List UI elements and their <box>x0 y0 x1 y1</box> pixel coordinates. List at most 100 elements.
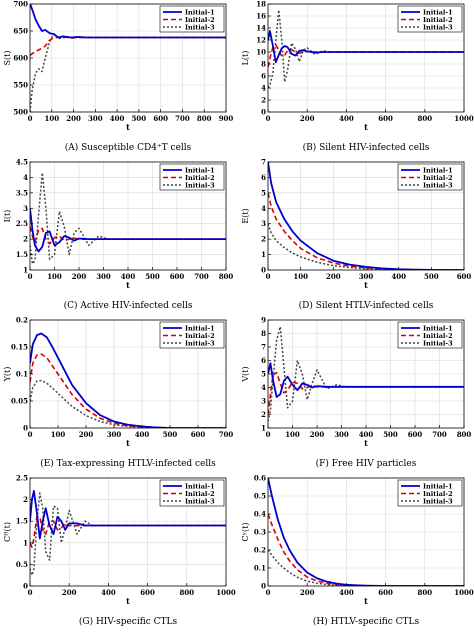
legend-box <box>159 479 225 507</box>
x-tick-label: 1000 <box>454 588 474 597</box>
y-tick-label: 0.6 <box>254 474 266 483</box>
x-axis-label: t <box>126 438 130 448</box>
y-tick-label: 0.1 <box>254 564 266 573</box>
y-tick-label: 9 <box>261 316 266 325</box>
x-axis-label: t <box>364 280 368 290</box>
x-tick-label: 800 <box>197 114 212 123</box>
legend-label-initial-3: Initial-3 <box>423 497 453 505</box>
x-tick-label: 500 <box>163 430 178 439</box>
legend-label-initial-1: Initial-1 <box>185 482 215 490</box>
legend-label-initial-1: Initial-1 <box>423 8 453 16</box>
y-tick-label: 2.5 <box>16 219 28 228</box>
legend-label-initial-1: Initial-1 <box>423 324 453 332</box>
x-tick-label: 0 <box>28 114 33 123</box>
y-tick-label: 6 <box>261 173 266 182</box>
legend-label-initial-1: Initial-1 <box>185 166 215 174</box>
x-tick-label: 200 <box>72 272 87 281</box>
y-axis-label: I(t) <box>3 210 12 223</box>
x-tick-label: 600 <box>378 588 393 597</box>
x-tick-label: 600 <box>140 588 155 597</box>
axes-frame <box>29 477 227 587</box>
y-tick-label: 650 <box>13 27 28 36</box>
x-tick-label: 700 <box>194 272 209 281</box>
x-axis-label: t <box>364 596 368 606</box>
y-tick-label: 12 <box>256 36 266 45</box>
legend-box <box>397 321 463 349</box>
y-tick-label: 1 <box>23 538 28 547</box>
series-line-initial-1 <box>30 4 226 39</box>
x-tick-label: 200 <box>79 430 94 439</box>
panel-caption: (H) HTLV-specific CTLs <box>313 616 420 627</box>
legend-box <box>159 5 225 33</box>
chart-panel-c: 0 100 200 300 400 500 600 700 800 1 1.5 2 2.5 3 3.5 4 4.… <box>3 158 233 312</box>
x-tick-label: 700 <box>175 114 190 123</box>
y-axis-label: Y(t) <box>3 367 12 383</box>
y-tick-label: 0.3 <box>254 528 266 537</box>
legend-label-initial-2: Initial-2 <box>423 16 453 24</box>
legend-label-initial-1: Initial-1 <box>423 482 453 490</box>
y-tick-label: 4 <box>261 204 266 213</box>
y-tick-label: 16 <box>256 12 266 21</box>
y-tick-label: 0.1 <box>16 370 28 379</box>
panel-caption: (G) HIV-specific CTLs <box>79 616 178 627</box>
x-tick-label: 400 <box>339 114 354 123</box>
x-tick-label: 500 <box>132 114 147 123</box>
x-tick-label: 500 <box>424 272 439 281</box>
series-line-initial-2 <box>30 353 226 428</box>
x-axis-label: t <box>364 438 368 448</box>
x-tick-label: 200 <box>300 114 315 123</box>
series-line-initial-1 <box>30 208 226 253</box>
chart-panel-d: 0 100 200 300 400 500 600 0 1 2 3 4 5 6 7 t E(t) Initial-… <box>241 158 471 312</box>
y-tick-label: 500 <box>13 108 28 117</box>
series-line-initial-1 <box>30 490 226 540</box>
y-tick-label: 4.5 <box>16 158 28 167</box>
x-tick-label: 0 <box>266 430 271 439</box>
series-line-initial-2 <box>268 43 464 68</box>
x-tick-label: 400 <box>101 588 116 597</box>
y-tick-label: 0.2 <box>254 546 266 555</box>
x-axis-label: t <box>126 122 130 132</box>
y-tick-label: 0.5 <box>254 492 266 501</box>
x-tick-label: 300 <box>107 430 122 439</box>
x-tick-label: 700 <box>432 430 447 439</box>
x-tick-label: 400 <box>359 430 374 439</box>
y-tick-label: 5 <box>261 188 266 197</box>
y-tick-label: 7 <box>261 158 266 167</box>
y-axis-label: V(t) <box>241 366 250 382</box>
y-tick-label: 0 <box>261 108 266 117</box>
x-tick-label: 200 <box>66 114 81 123</box>
x-axis-label: t <box>364 122 368 132</box>
series-line-initial-1 <box>268 478 464 586</box>
chart-panel-e: 0 100 200 300 400 500 600 700 0 0.05 0.1 0.15 0.2 t Y(… <box>3 316 233 470</box>
x-tick-label: 400 <box>339 588 354 597</box>
x-tick-label: 300 <box>359 272 374 281</box>
y-tick-label: 3 <box>261 219 266 228</box>
panel-caption: (A) Susceptible CD4⁺T cells <box>65 142 192 153</box>
x-tick-label: 200 <box>326 272 341 281</box>
x-tick-label: 0 <box>266 588 271 597</box>
series-line-initial-2 <box>268 513 464 586</box>
x-tick-label: 800 <box>417 588 432 597</box>
x-tick-label: 900 <box>219 114 234 123</box>
y-tick-label: 4 <box>261 84 266 93</box>
x-tick-label: 800 <box>179 588 194 597</box>
legend-label-initial-3: Initial-3 <box>423 181 453 189</box>
legend-box <box>397 5 463 33</box>
legend-label-initial-2: Initial-2 <box>423 332 453 340</box>
legend-label-initial-3: Initial-3 <box>423 23 453 31</box>
panel-caption: (F) Free HIV particles <box>316 458 417 469</box>
y-tick-label: 0 <box>261 582 266 591</box>
y-tick-label: 1.5 <box>16 517 28 526</box>
y-tick-label: 550 <box>13 81 28 90</box>
y-axis-label: Cʸ(t) <box>241 523 250 542</box>
y-tick-label: 0 <box>261 266 266 275</box>
y-tick-label: 0 <box>23 582 28 591</box>
series-line-initial-1 <box>268 362 464 398</box>
x-tick-label: 600 <box>457 272 472 281</box>
x-tick-label: 800 <box>457 430 472 439</box>
panel-caption: (E) Tax-expressing HTLV-infected cells <box>40 458 216 469</box>
legend-label-initial-2: Initial-2 <box>423 174 453 182</box>
y-tick-label: 14 <box>256 24 266 33</box>
x-tick-label: 700 <box>219 430 234 439</box>
